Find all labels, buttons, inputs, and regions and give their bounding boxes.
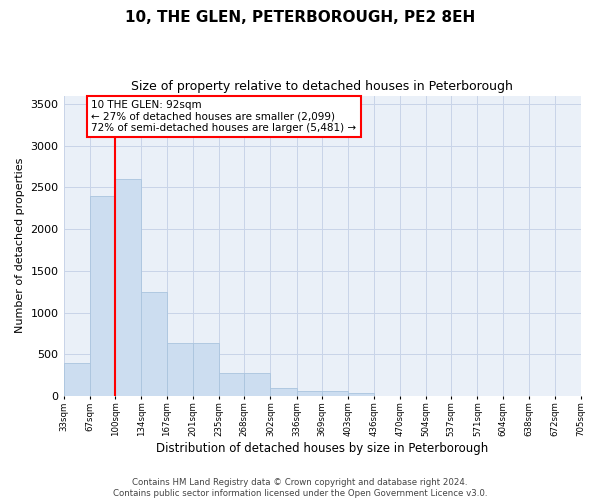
Bar (244, 372, 271, 396)
Bar (64, 364, 89, 396)
Text: 10 THE GLEN: 92sqm
← 27% of detached houses are smaller (2,099)
72% of semi-deta: 10 THE GLEN: 92sqm ← 27% of detached hou… (91, 100, 356, 133)
Bar (141, 292, 167, 396)
Text: 10, THE GLEN, PETERBOROUGH, PE2 8EH: 10, THE GLEN, PETERBOROUGH, PE2 8EH (125, 10, 475, 25)
Bar (167, 344, 193, 396)
Bar (296, 390, 322, 396)
Text: Contains HM Land Registry data © Crown copyright and database right 2024.
Contai: Contains HM Land Registry data © Crown c… (113, 478, 487, 498)
X-axis label: Distribution of detached houses by size in Peterborough: Distribution of detached houses by size … (156, 442, 488, 455)
Bar (271, 388, 296, 396)
Bar (89, 196, 115, 396)
Bar (115, 179, 141, 396)
Title: Size of property relative to detached houses in Peterborough: Size of property relative to detached ho… (131, 80, 513, 93)
Bar (348, 392, 374, 396)
Bar (219, 372, 244, 396)
Bar (193, 344, 219, 396)
Y-axis label: Number of detached properties: Number of detached properties (15, 158, 25, 334)
Bar (322, 392, 348, 396)
